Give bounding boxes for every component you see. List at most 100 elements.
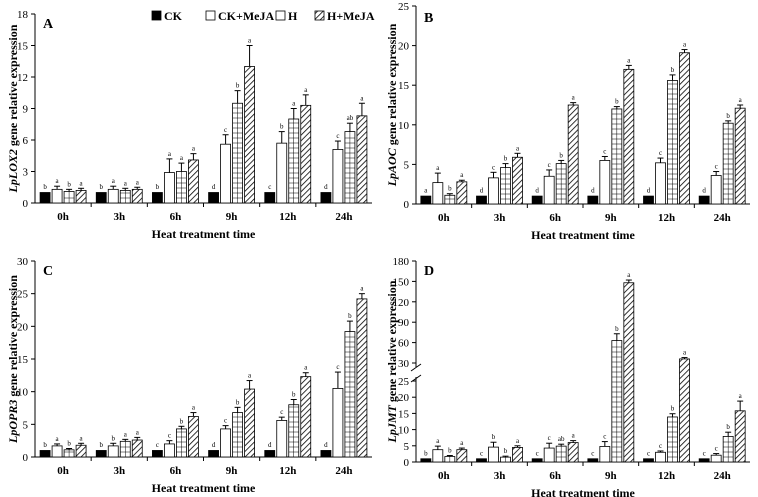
- significance-letter: b: [43, 441, 47, 449]
- significance-letter: b: [726, 423, 730, 431]
- significance-letter: a: [192, 404, 196, 412]
- x-tick-label: 6h: [170, 211, 182, 223]
- bar: [512, 156, 523, 205]
- bar: [208, 450, 219, 458]
- significance-letter: b: [67, 180, 71, 188]
- significance-letter: b: [492, 433, 496, 441]
- bar: [131, 439, 143, 458]
- x-tick-label: 3h: [494, 212, 506, 224]
- x-tick-label: 24h: [714, 212, 731, 224]
- significance-letter: a: [436, 437, 440, 445]
- significance-letter: b: [292, 391, 296, 399]
- bar: [75, 444, 87, 458]
- bar: [710, 175, 722, 205]
- significance-letter: a: [56, 435, 60, 443]
- x-tick-label: 6h: [549, 212, 561, 224]
- bar: [432, 182, 444, 205]
- significance-letter: c: [715, 445, 718, 453]
- x-tick-label: 9h: [226, 465, 238, 477]
- axis-break-mark: [410, 363, 422, 372]
- bar: [531, 458, 543, 463]
- y-tick-label: 5: [23, 419, 29, 431]
- bar: [623, 68, 635, 205]
- bar: [698, 458, 710, 463]
- bar: [734, 410, 746, 463]
- bar: [599, 160, 611, 205]
- x-tick-label: 12h: [279, 211, 296, 223]
- significance-letter: b: [156, 183, 160, 191]
- bar: [679, 358, 690, 463]
- x-tick-label: 3h: [494, 470, 506, 482]
- significance-letter: a: [80, 179, 84, 187]
- x-tick-label: 12h: [279, 465, 296, 477]
- significance-letter: b: [448, 447, 452, 455]
- significance-letter: a: [112, 177, 116, 185]
- bar: [51, 445, 63, 458]
- significance-letter: c: [224, 417, 227, 425]
- y-tick-label: 180: [393, 256, 410, 268]
- significance-letter: b: [504, 155, 508, 163]
- bar: [734, 107, 746, 205]
- y-tick-label: 0: [23, 198, 29, 210]
- panel-label: B: [424, 11, 433, 26]
- y-tick-label: 15: [398, 80, 410, 92]
- bar: [488, 177, 499, 205]
- y-tick-label: 0: [23, 452, 29, 464]
- y-tick-label: 60: [398, 338, 410, 350]
- bar: [320, 450, 332, 458]
- bar: [420, 195, 432, 205]
- bar: [698, 195, 710, 205]
- significance-letter: d: [591, 187, 595, 195]
- y-tick-label: 20: [17, 321, 29, 333]
- y-tick-label: 0: [404, 199, 410, 211]
- y-axis-label: LpLOX2 gene relative expression: [6, 24, 20, 193]
- y-tick-label: 12: [17, 72, 28, 84]
- significance-letter: a: [292, 100, 296, 108]
- significance-letter: c: [492, 163, 495, 171]
- significance-letter: c: [591, 450, 594, 458]
- significance-letter: a: [460, 439, 464, 447]
- bar: [188, 416, 199, 458]
- y-tick-label: 90: [398, 317, 410, 329]
- bar: [152, 450, 163, 458]
- x-tick-label: 0h: [57, 211, 69, 223]
- y-tick-label: 3: [23, 167, 29, 179]
- legend-label: H+MeJA: [327, 9, 375, 23]
- panel-label: C: [43, 264, 53, 279]
- legend-swatch: [151, 10, 162, 21]
- significance-letter: a: [683, 349, 687, 357]
- bar: [432, 449, 444, 463]
- significance-letter: c: [336, 363, 339, 371]
- significance-letter: ab: [558, 435, 565, 443]
- bar: [476, 195, 487, 205]
- bar: [107, 188, 119, 204]
- significance-letter: c: [603, 433, 606, 441]
- y-tick-label: 30: [17, 256, 29, 268]
- bar: [164, 443, 175, 458]
- significance-letter: a: [436, 164, 440, 172]
- bar: [543, 175, 555, 205]
- x-tick-label: 0h: [438, 212, 450, 224]
- y-tick-label: 5: [404, 159, 410, 171]
- significance-letter: b: [559, 151, 563, 159]
- bar: [655, 451, 666, 463]
- y-tick-label: 15: [398, 408, 410, 420]
- bar: [456, 181, 468, 205]
- significance-letter: ab: [347, 114, 354, 122]
- bar: [264, 450, 276, 458]
- significance-letter: c: [603, 147, 606, 155]
- bar: [623, 282, 635, 463]
- significance-letter: d: [535, 187, 539, 195]
- bar: [51, 188, 63, 204]
- y-tick-label: 15: [17, 41, 29, 53]
- x-axis-label: Heat treatment time: [531, 228, 635, 242]
- bar: [587, 458, 599, 463]
- y-tick-label: 20: [398, 41, 410, 53]
- bar: [244, 388, 255, 458]
- y-tick-label: 120: [393, 297, 410, 309]
- x-axis-label: Heat treatment time: [152, 481, 256, 495]
- bar: [356, 115, 368, 204]
- bar: [655, 162, 666, 205]
- bar: [512, 447, 523, 463]
- significance-letter: a: [572, 432, 576, 440]
